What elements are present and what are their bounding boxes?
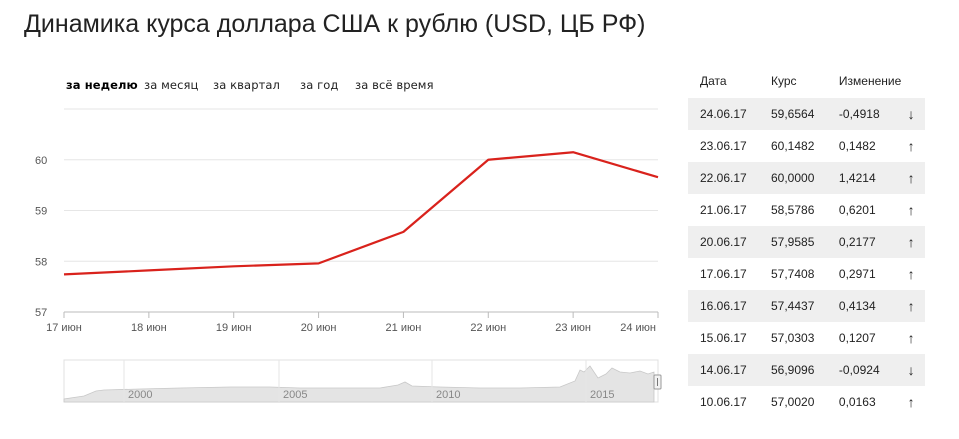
tab-month[interactable]: за месяц: [144, 78, 199, 92]
table-row: 24.06.17 59,6564 -0,4918 ↓: [688, 98, 925, 130]
x-tick-label: 18 июн: [131, 322, 167, 334]
tab-week[interactable]: за неделю: [66, 78, 138, 92]
row-rate: 58,5786: [770, 203, 815, 217]
x-tick-label: 20 июн: [301, 322, 337, 334]
arrow-up-icon: ↑: [907, 138, 915, 154]
row-change: 0,1482: [838, 139, 876, 153]
header-date: Дата: [700, 74, 727, 88]
row-change: -0,4918: [838, 98, 898, 130]
navigator-area: [63, 365, 655, 403]
navigator-tick-label: 2005: [283, 389, 307, 401]
row-change: 0,4134: [838, 290, 898, 322]
row-date: 14.06.17: [688, 354, 771, 386]
row-date: 22.06.17: [688, 162, 771, 194]
arrow-down-icon: ↓: [897, 354, 925, 386]
x-tick-label: 21 июн: [386, 322, 422, 334]
table-row: 15.06.17 57,0303 0,1207 ↑: [688, 322, 925, 354]
tab-all-time[interactable]: за всё время: [355, 78, 434, 92]
navigator-tick-label: 2000: [128, 389, 152, 401]
row-change: 0,2177: [838, 226, 898, 258]
table-row: 22.06.17 60,0000 1,4214 ↑: [688, 162, 925, 194]
row-change: 0,0163: [838, 395, 876, 409]
tab-quarter[interactable]: за квартал: [213, 78, 280, 92]
rate-chart: 57 58 59 60 17 июн 18 июн 19 июн 20 июн 21 июн 22…: [35, 108, 662, 403]
row-rate: 57,7408: [770, 267, 815, 281]
y-tick-label: 58: [35, 256, 47, 268]
navigator-tick-label: 2015: [590, 389, 614, 401]
table-row: 23.06.17 60,1482 0,1482 ↑: [688, 130, 925, 162]
row-rate: 60,1482: [770, 139, 815, 153]
arrow-up-icon: ↑: [897, 162, 925, 194]
row-rate: 57,0020: [770, 395, 815, 409]
row-date: 24.06.17: [688, 98, 771, 130]
arrow-up-icon: ↑: [907, 394, 915, 410]
row-date: 15.06.17: [700, 331, 747, 345]
row-date: 23.06.17: [700, 139, 747, 153]
row-date: 10.06.17: [700, 395, 747, 409]
y-tick-label: 60: [35, 155, 47, 167]
table-row: 17.06.17 57,7408 0,2971 ↑: [688, 258, 925, 290]
tab-year[interactable]: за год: [300, 78, 339, 92]
arrow-down-icon: ↓: [897, 98, 925, 130]
row-rate: 60,0000: [770, 162, 839, 194]
header-change: Изменение: [838, 74, 902, 88]
row-change: 0,6201: [838, 203, 876, 217]
table-header-row: Дата Курс Изменение: [688, 64, 925, 98]
page-title: Динамика курса доллара США к рублю (USD,…: [24, 10, 646, 38]
row-rate: 57,0303: [770, 331, 815, 345]
table-row: 10.06.17 57,0020 0,0163 ↑: [688, 386, 925, 418]
rates-table: Дата Курс Изменение 24.06.17 59,6564 -0,49…: [688, 64, 925, 418]
table-row: 14.06.17 56,9096 -0,0924 ↓: [688, 354, 925, 386]
arrow-up-icon: ↑: [907, 266, 915, 282]
y-tick-label: 57: [35, 307, 47, 319]
series-line: [63, 151, 659, 276]
row-rate: 57,4437: [770, 290, 839, 322]
x-tick-label: 19 июн: [216, 322, 252, 334]
navigator-tick-label: 2010: [436, 389, 460, 401]
table-row: 16.06.17 57,4437 0,4134 ↑: [688, 290, 925, 322]
row-change: -0,0924: [838, 354, 898, 386]
table-row: 21.06.17 58,5786 0,6201 ↑: [688, 194, 925, 226]
row-rate: 59,6564: [770, 98, 839, 130]
x-tick-label: 17 июн: [46, 322, 82, 334]
row-date: 21.06.17: [700, 203, 747, 217]
row-rate: 56,9096: [770, 354, 839, 386]
table-row: 20.06.17 57,9585 0,2177 ↑: [688, 226, 925, 258]
row-change: 0,1207: [838, 331, 876, 345]
row-date: 17.06.17: [700, 267, 747, 281]
y-tick-label: 59: [35, 206, 47, 218]
x-tick-label: 23 июн: [555, 322, 591, 334]
row-change: 1,4214: [838, 162, 898, 194]
arrow-up-icon: ↑: [907, 330, 915, 346]
x-tick-label: 24 июн: [620, 322, 656, 334]
row-date: 20.06.17: [688, 226, 771, 258]
arrow-up-icon: ↑: [897, 290, 925, 322]
row-date: 16.06.17: [688, 290, 771, 322]
header-rate: Курс: [770, 74, 797, 88]
arrow-up-icon: ↑: [897, 226, 925, 258]
row-rate: 57,9585: [770, 226, 839, 258]
x-tick-label: 22 июн: [470, 322, 506, 334]
row-change: 0,2971: [838, 267, 876, 281]
arrow-up-icon: ↑: [907, 202, 915, 218]
